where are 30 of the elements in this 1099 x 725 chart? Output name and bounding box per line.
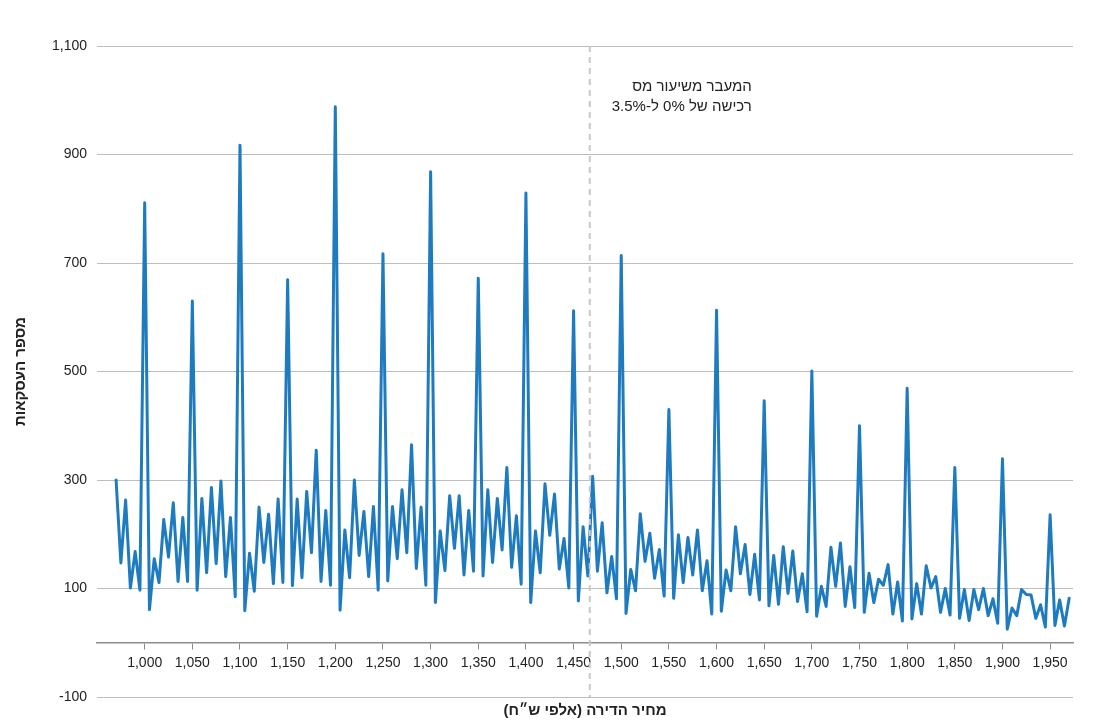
x-tick-label: 1,200 bbox=[317, 654, 354, 671]
x-tick-label: 1,000 bbox=[127, 654, 163, 671]
x-tick-label: 1,650 bbox=[746, 654, 782, 671]
x-tick-label: 1,900 bbox=[984, 654, 1021, 671]
x-tick-label: 1,550 bbox=[651, 654, 687, 671]
x-tick-label: 1,750 bbox=[841, 654, 878, 671]
x-tick-label: 1,150 bbox=[270, 654, 306, 671]
y-tick-label: -100 bbox=[59, 687, 88, 704]
y-tick-label: 100 bbox=[63, 579, 88, 596]
x-tick-label: 1,300 bbox=[413, 654, 449, 671]
y-tick-label: 700 bbox=[63, 253, 88, 270]
x-tick-label: 1,950 bbox=[1032, 654, 1068, 671]
x-tick-label: 1,350 bbox=[460, 654, 496, 671]
y-tick-label: 900 bbox=[63, 145, 88, 162]
x-tick-label: 1,050 bbox=[174, 654, 211, 671]
x-tick-label: 1,250 bbox=[365, 654, 401, 671]
x-tick-label: 1,850 bbox=[937, 654, 973, 671]
y-tick-label: 500 bbox=[63, 362, 88, 379]
y-tick-label: 1,100 bbox=[51, 36, 88, 53]
x-tick-label: 1,800 bbox=[889, 654, 925, 671]
x-tick-label: 1,700 bbox=[794, 654, 830, 671]
y-axis-title: מספר העסקאות bbox=[11, 316, 29, 427]
y-tick-label: 300 bbox=[63, 470, 88, 487]
x-axis-title: מחיר הדירה (אלפי ש״ח) bbox=[503, 701, 667, 719]
x-tick-label: 1,600 bbox=[699, 654, 735, 671]
ref-line-label: המעבר משיעור מס רכישה של 0% ל-3.5% bbox=[611, 76, 752, 114]
x-tick-label: 1,450 bbox=[556, 654, 592, 671]
x-tick-label: 1,400 bbox=[508, 654, 544, 671]
x-tick-label: 1,100 bbox=[222, 654, 258, 671]
x-tick-label: 1,500 bbox=[603, 654, 639, 671]
